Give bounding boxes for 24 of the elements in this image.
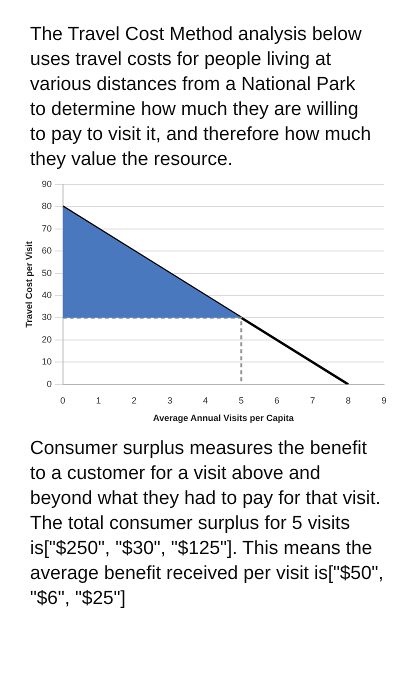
y-tick-label: 0 <box>46 378 52 389</box>
text: Consumer surplus measures the benefit to a customer for a visit above and beyond what they had to pay for that visit. The total consumer surplus for 5 visits is["$250", "$30", "$125"]. This means the average benefit received per visit is["$50", "$6", "$25"] <box>30 437 385 611</box>
y-tick-label: 90 <box>42 178 52 189</box>
x-tick-label: 3 <box>167 395 172 406</box>
x-tick-label: 8 <box>346 395 351 406</box>
y-tick-label: 70 <box>42 223 52 234</box>
x-tick-label: 6 <box>274 395 280 406</box>
y-tick-label: 60 <box>42 246 52 256</box>
y-tick-label: 40 <box>42 290 52 300</box>
y-tick-label: 50 <box>42 268 52 278</box>
x-tick-label: 2 <box>132 395 137 406</box>
y-tick-label: 20 <box>42 334 52 344</box>
y-tick-label: 80 <box>42 201 52 212</box>
x-tick-label: 9 <box>381 395 387 406</box>
x-tick-label: 1 <box>96 395 102 406</box>
y-tick-label: 10 <box>42 356 52 367</box>
x-tick-label: 7 <box>310 395 316 406</box>
y-axis-title: Travel Cost per Visit <box>24 241 34 328</box>
x-tick-label: 0 <box>60 395 66 406</box>
y-tick-label: 30 <box>42 312 52 322</box>
x-tick-label: 4 <box>203 395 208 406</box>
x-tick-label: 5 <box>238 395 244 406</box>
x-axis-title: Average Annual Visits per Capita <box>153 413 295 424</box>
chart-title: The Travel Cost Method analysis below uses travel costs for people living at various distances from a National Park to determine how much they are willing to pay to visit it, and therefore how much they value the resource. <box>30 23 372 172</box>
